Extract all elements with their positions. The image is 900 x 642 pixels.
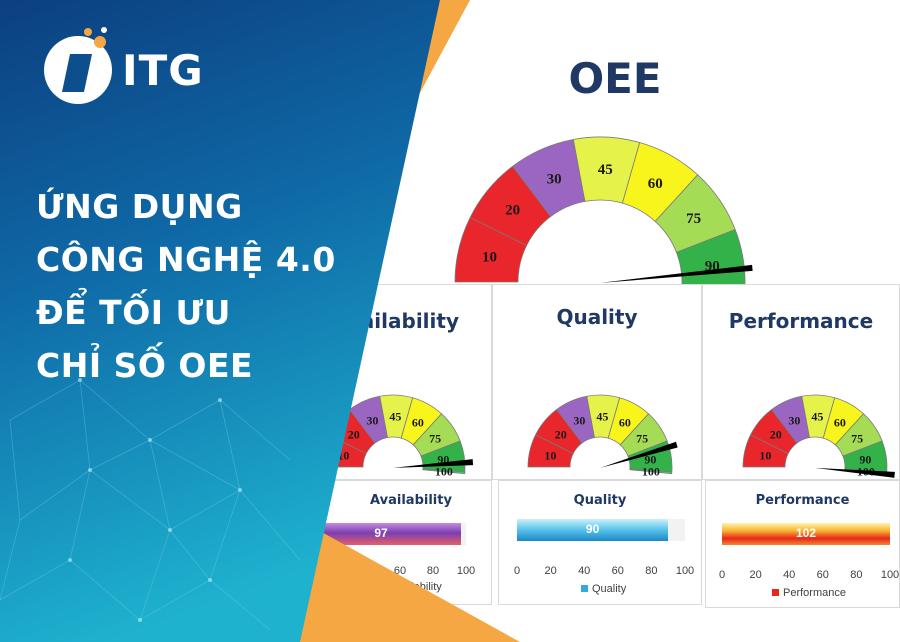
- axis-tick-label: 100: [456, 565, 476, 577]
- availability-bar-value: 97: [374, 526, 388, 540]
- oee-gauge-tick-label: 45: [598, 162, 613, 178]
- performance-gauge-needle: [814, 467, 895, 478]
- performance-legend-label: Performance: [783, 587, 846, 599]
- axis-tick-label: 0: [718, 569, 726, 581]
- axis-tick-label: 40: [783, 569, 796, 581]
- quality-gauge-tick-label: 100: [642, 464, 660, 478]
- quality-x-axis: 0 20 40 60 80 100: [513, 565, 694, 579]
- axis-tick-label: 100: [675, 565, 695, 577]
- axis-tick-label: 60: [393, 565, 407, 577]
- axis-tick-label: 0: [297, 565, 305, 577]
- availability-gauge-tick-label: 100: [435, 464, 453, 478]
- oee-gauge-tick-label: 30: [547, 171, 562, 187]
- quality-panel-title: Quality: [556, 305, 638, 329]
- axis-tick-label: 100: [880, 569, 900, 581]
- performance-gauge-tick-label: 90: [859, 453, 871, 467]
- quality-bar-card: Quality 90 0 20 40 60 80 100 Quality: [498, 480, 702, 605]
- availability-gauge-tick-label: 30: [366, 414, 378, 428]
- axis-tick-label: 80: [645, 565, 658, 577]
- axis-tick-label: 80: [426, 565, 440, 577]
- quality-legend: Quality: [581, 583, 626, 595]
- performance-x-axis: 0 20 40 60 80 100: [718, 569, 899, 583]
- performance-bar-card: Performance 102 0 20 40 60 80 100 Performance: [705, 480, 900, 608]
- performance-bar-track: 102: [722, 523, 890, 545]
- performance-gauge-tick-label: 20: [770, 428, 782, 442]
- oee-gauge-tick-label: 75: [686, 211, 701, 227]
- axis-tick-label: 40: [360, 565, 374, 577]
- performance-bar-fill: [722, 523, 890, 545]
- legend-swatch: [379, 583, 386, 590]
- oee-title: OEE: [568, 54, 662, 103]
- performance-bar-value: 102: [795, 526, 817, 540]
- legend-swatch: [581, 585, 588, 592]
- performance-gauge-tick-label: 30: [788, 414, 800, 428]
- availability-gauge-tick-label: 10: [337, 449, 349, 463]
- availability-gauge-tick-label: 75: [429, 431, 441, 445]
- availability-legend-label: Availability: [390, 581, 442, 593]
- availability-bar-title: Availability: [370, 493, 452, 508]
- quality-gauge-tick-label: 45: [596, 409, 608, 423]
- quality-gauge-tick-label: 10: [544, 449, 556, 463]
- axis-tick-label: 80: [850, 569, 863, 581]
- availability-x-axis: 0 20 40 60 80 100: [297, 565, 475, 579]
- performance-gauge-tick-label: 75: [851, 431, 863, 445]
- quality-gauge-segment: [629, 468, 673, 475]
- performance-bar-title: Performance: [755, 493, 850, 508]
- oee-gauge-tick-label: 10: [482, 249, 497, 265]
- quality-gauge-tick-label: 30: [573, 414, 585, 428]
- quality-gauge-tick-label: 60: [619, 416, 631, 430]
- quality-bar-value: 90: [585, 522, 600, 536]
- axis-tick-label: 40: [578, 565, 591, 577]
- oee-gauge-tick-label: 60: [648, 176, 663, 192]
- performance-legend: Performance: [772, 587, 846, 599]
- axis-tick-label: 20: [749, 569, 762, 581]
- performance-gauge-tick-label: 60: [834, 416, 846, 430]
- availability-bar-track: 97: [301, 523, 466, 545]
- availability-gauge-tick-label: 45: [389, 409, 401, 423]
- headline-line-4: CHỈ SỐ OEE: [36, 346, 254, 385]
- axis-tick-label: 0: [513, 565, 521, 577]
- axis-tick-label: 20: [327, 565, 341, 577]
- quality-gauge-tick-label: 20: [555, 428, 567, 442]
- performance-gauge-tick-label: 10: [759, 449, 771, 463]
- performance-panel-title: Performance: [728, 309, 874, 333]
- availability-legend: Availability: [379, 581, 442, 593]
- availability-gauge-tick-label: 60: [412, 416, 424, 430]
- quality-gauge-tick-label: 75: [636, 431, 648, 445]
- quality-gauge-tick-label: 90: [644, 453, 656, 467]
- quality-panel: Quality: [492, 284, 702, 480]
- axis-tick-label: 60: [816, 569, 829, 581]
- quality-bar-fill: [517, 519, 669, 541]
- availability-bar-card: Availability 97 0 20 40 60 80 100 Availabilit…: [297, 480, 492, 605]
- brand-name: ITG: [122, 46, 204, 95]
- oee-gauge-tick-label: 20: [505, 203, 520, 219]
- quality-bar-title: Quality: [573, 493, 627, 508]
- legend-swatch: [772, 589, 779, 596]
- quality-gauge-needle: [600, 441, 678, 468]
- headline-line-2: CÔNG NGHỆ 4.0: [36, 240, 336, 279]
- headline-line-3: ĐỂ TỐI ƯU: [36, 293, 231, 332]
- availability-gauge-tick-label: 20: [348, 428, 360, 442]
- headline-line-1: ỨNG DỤNG: [36, 187, 243, 226]
- headline: ỨNG DỤNG CÔNG NGHỆ 4.0 ĐỂ TỐI ƯU CHỈ SỐ …: [36, 180, 396, 392]
- quality-bar-track: 90: [517, 519, 685, 541]
- axis-tick-label: 20: [544, 565, 557, 577]
- performance-gauge-tick-label: 45: [811, 409, 823, 423]
- oee-gauge-needle: [600, 264, 753, 283]
- axis-tick-label: 60: [611, 565, 624, 577]
- quality-legend-label: Quality: [592, 583, 627, 595]
